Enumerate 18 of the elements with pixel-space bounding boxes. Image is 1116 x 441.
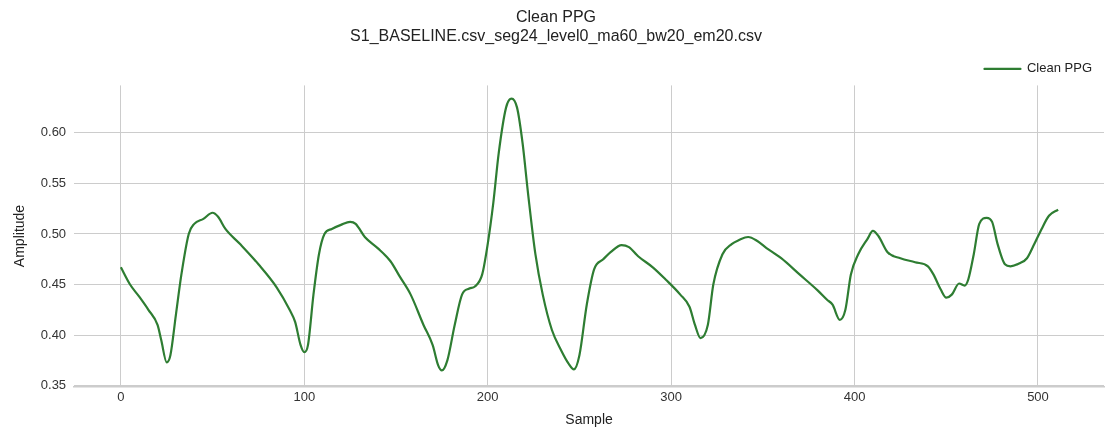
y-tick-label: 0.55 — [40, 175, 67, 191]
y-tick-label: 0.40 — [40, 326, 67, 342]
chart-subtitle: S1_BASELINE.csv_seg24_level0_ma60_bw20_em20.csv — [350, 27, 762, 46]
y-tick-label: 0.45 — [40, 276, 67, 292]
chart-title: Clean PPG — [515, 8, 597, 26]
y-tick-label: 0.60 — [40, 124, 67, 140]
y-tick-label: 0.50 — [40, 225, 67, 241]
x-tick-label: 300 — [660, 388, 682, 404]
x-tick-label: 200 — [476, 388, 499, 404]
x-tick-label: 500 — [1027, 388, 1049, 404]
x-tick-label: 400 — [843, 388, 866, 404]
x-tick-label: 0 — [117, 388, 125, 404]
line-series — [119, 97, 1060, 372]
y-tick-label: 0.35 — [40, 377, 67, 393]
y-axis-title: Amplitude — [11, 204, 28, 268]
x-axis-title: Sample — [565, 411, 613, 428]
x-tick-label: 100 — [293, 388, 316, 404]
legend-label: Clean PPG — [1026, 60, 1093, 76]
